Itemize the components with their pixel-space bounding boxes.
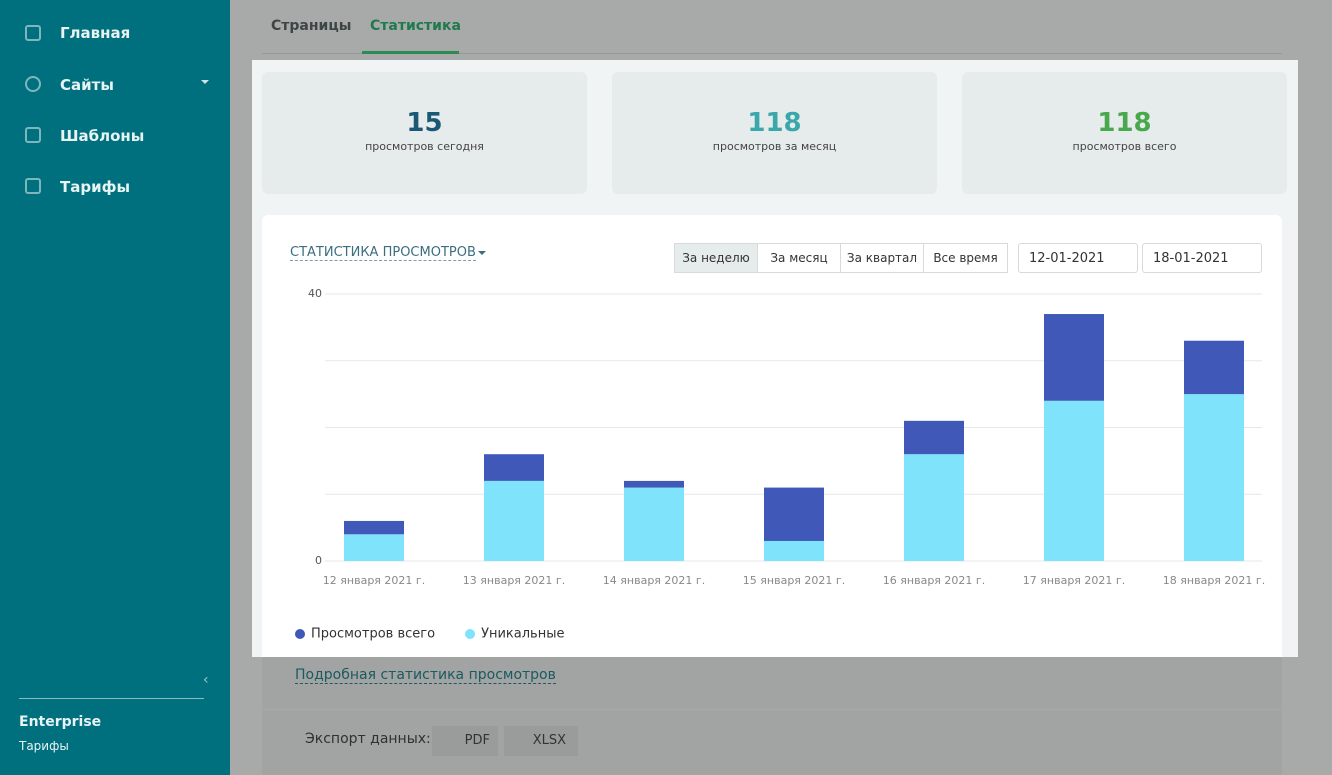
chart: 0 40 12 января 2021 г. 13 января 2021 г. 14 …	[295, 287, 1265, 642]
y-tick-label: 40	[308, 287, 322, 300]
sidebar: Главная Сайты Шаблоны Тарифы ‹ Enterpris…	[0, 0, 230, 775]
chart-card	[262, 215, 1282, 657]
tab-line	[262, 53, 1282, 54]
legend-label: Уникальные	[481, 627, 564, 642]
icon	[25, 178, 41, 194]
bar-segment	[1044, 314, 1104, 401]
legend-label: Просмотров всего	[311, 627, 435, 642]
stat-label: просмотров сегодня	[365, 140, 484, 153]
menu-item[interactable]: Главная	[60, 24, 131, 42]
tab[interactable]: Статистика	[370, 18, 461, 34]
collapse[interactable]: ‹	[203, 672, 209, 688]
menu-item[interactable]: Шаблоны	[60, 127, 145, 145]
plan-link[interactable]: Тарифы	[19, 739, 69, 753]
bar-segment	[1184, 340, 1244, 395]
stat-card: 118 просмотров за месяц	[612, 72, 937, 194]
divider	[19, 698, 204, 699]
bar-segment	[904, 420, 964, 455]
bar-segment	[904, 454, 964, 561]
date-input[interactable]: 18-01-2021	[1142, 243, 1262, 273]
legend-marker	[465, 629, 476, 639]
stat-card: 15 просмотров сегодня	[262, 72, 587, 194]
bar-segment	[764, 487, 824, 541]
chart-title[interactable]: СТАТИСТИКА ПРОСМОТРОВ	[290, 245, 476, 261]
export-label: Экспорт данных:	[305, 731, 431, 747]
x-tick-label: 18 января 2021 г.	[1163, 574, 1265, 587]
stat-value: 118	[747, 108, 802, 138]
date-input[interactable]: 12-01-2021	[1018, 243, 1138, 273]
stat-value: 15	[406, 108, 443, 138]
y-tick-label: 0	[315, 554, 322, 567]
range-button[interactable]: Все время	[923, 243, 1008, 273]
stat-card: 118 просмотров всего	[962, 72, 1287, 194]
x-tick-label: 16 января 2021 г.	[883, 574, 985, 587]
stat-label: просмотров за месяц	[712, 140, 837, 153]
details-link[interactable]: Подробная статистика просмотров	[295, 667, 556, 684]
menu-item[interactable]: Тарифы	[60, 178, 131, 196]
bar-segment	[484, 454, 544, 481]
export-button[interactable]: XLSX	[504, 726, 578, 756]
caret	[201, 80, 209, 88]
range-button[interactable]: За квартал	[840, 243, 924, 273]
icon	[25, 25, 41, 41]
bar-segment	[624, 487, 684, 561]
bar-segment	[1184, 394, 1244, 561]
tab[interactable]: Страницы	[271, 18, 352, 34]
range-button[interactable]: За неделю	[674, 243, 758, 273]
menu-item[interactable]: Сайты	[60, 76, 114, 94]
bar-segment	[1044, 400, 1104, 561]
tab-active	[362, 51, 459, 54]
x-tick-label: 17 января 2021 г.	[1023, 574, 1125, 587]
x-tick-label: 14 января 2021 г.	[603, 574, 705, 587]
stat-label: просмотров всего	[1072, 140, 1177, 153]
bar-segment	[764, 540, 824, 561]
bar-segment	[344, 520, 404, 535]
legend-marker	[295, 629, 305, 639]
plan: Enterprise	[19, 714, 102, 730]
icon	[25, 76, 41, 92]
bar-segment	[344, 534, 404, 561]
export-button[interactable]: PDF	[432, 726, 498, 756]
x-tick-label: 12 января 2021 г.	[323, 574, 425, 587]
x-tick-label: 13 января 2021 г.	[463, 574, 565, 587]
caret	[478, 251, 486, 259]
stat-value: 118	[1097, 108, 1152, 138]
range-button[interactable]: За месяц	[757, 243, 841, 273]
icon	[25, 127, 41, 143]
bar-segment	[484, 480, 544, 561]
bar-segment	[624, 480, 684, 488]
x-tick-label: 15 января 2021 г.	[743, 574, 845, 587]
